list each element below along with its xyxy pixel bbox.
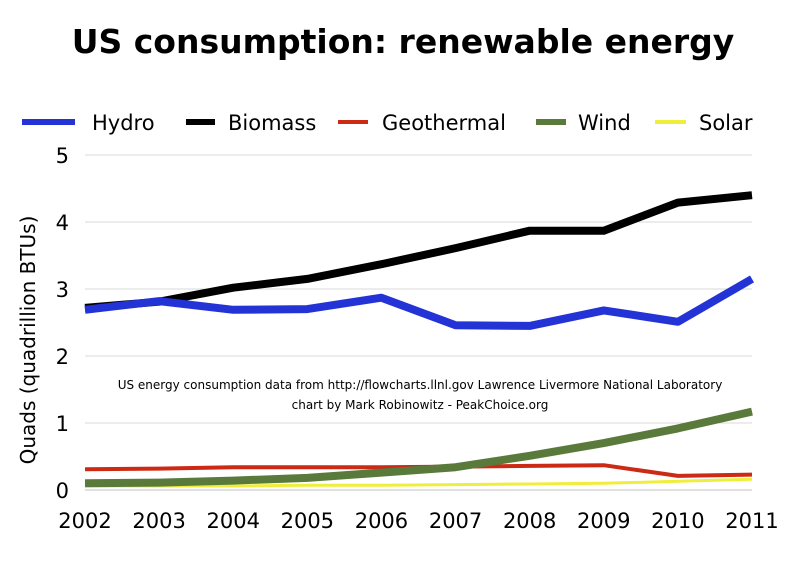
y-tick-label: 5 — [56, 144, 69, 168]
credit-annotation: chart by Mark Robinowitz - PeakChoice.or… — [292, 398, 549, 412]
series-line-wind — [84, 407, 753, 488]
series-line-biomass — [84, 191, 753, 312]
series-line-solar — [85, 477, 753, 488]
y-tick-label: 4 — [56, 211, 69, 235]
x-tick-label: 2003 — [132, 509, 185, 533]
source-annotation: US energy consumption data from http://f… — [118, 378, 723, 392]
x-tick-label: 2008 — [503, 509, 556, 533]
y-tick-label: 3 — [56, 278, 69, 302]
chart-title: US consumption: renewable energy — [71, 22, 735, 61]
x-tick-label: 2011 — [725, 509, 778, 533]
grid — [85, 154, 752, 491]
y-tick-label: 1 — [56, 412, 69, 436]
x-tick-label: 2005 — [281, 509, 334, 533]
legend-label-biomass: Biomass — [228, 111, 316, 135]
y-tick-label: 2 — [56, 345, 69, 369]
y-tick-label: 0 — [56, 479, 69, 503]
y-axis-label: Quads (quadrillion BTUs) — [16, 216, 40, 465]
axis-ticks: 0 1 2 3 4 5 2002 2003 2004 2005 2006 2007 2008 2009 20… — [56, 144, 779, 533]
series-lines — [84, 191, 755, 488]
x-tick-label: 2006 — [355, 509, 408, 533]
legend-label-hydro: Hydro — [92, 111, 155, 135]
x-tick-label: 2002 — [58, 509, 111, 533]
series-line-hydro — [84, 275, 755, 330]
x-tick-label: 2007 — [429, 509, 482, 533]
legend-label-solar: Solar — [699, 111, 753, 135]
legend-label-geothermal: Geothermal — [382, 111, 506, 135]
x-tick-label: 2010 — [651, 509, 704, 533]
legend: Hydro Biomass Geothermal Wind Solar — [22, 111, 753, 135]
legend-label-wind: Wind — [578, 111, 631, 135]
x-tick-label: 2009 — [577, 509, 630, 533]
x-tick-label: 2004 — [206, 509, 259, 533]
